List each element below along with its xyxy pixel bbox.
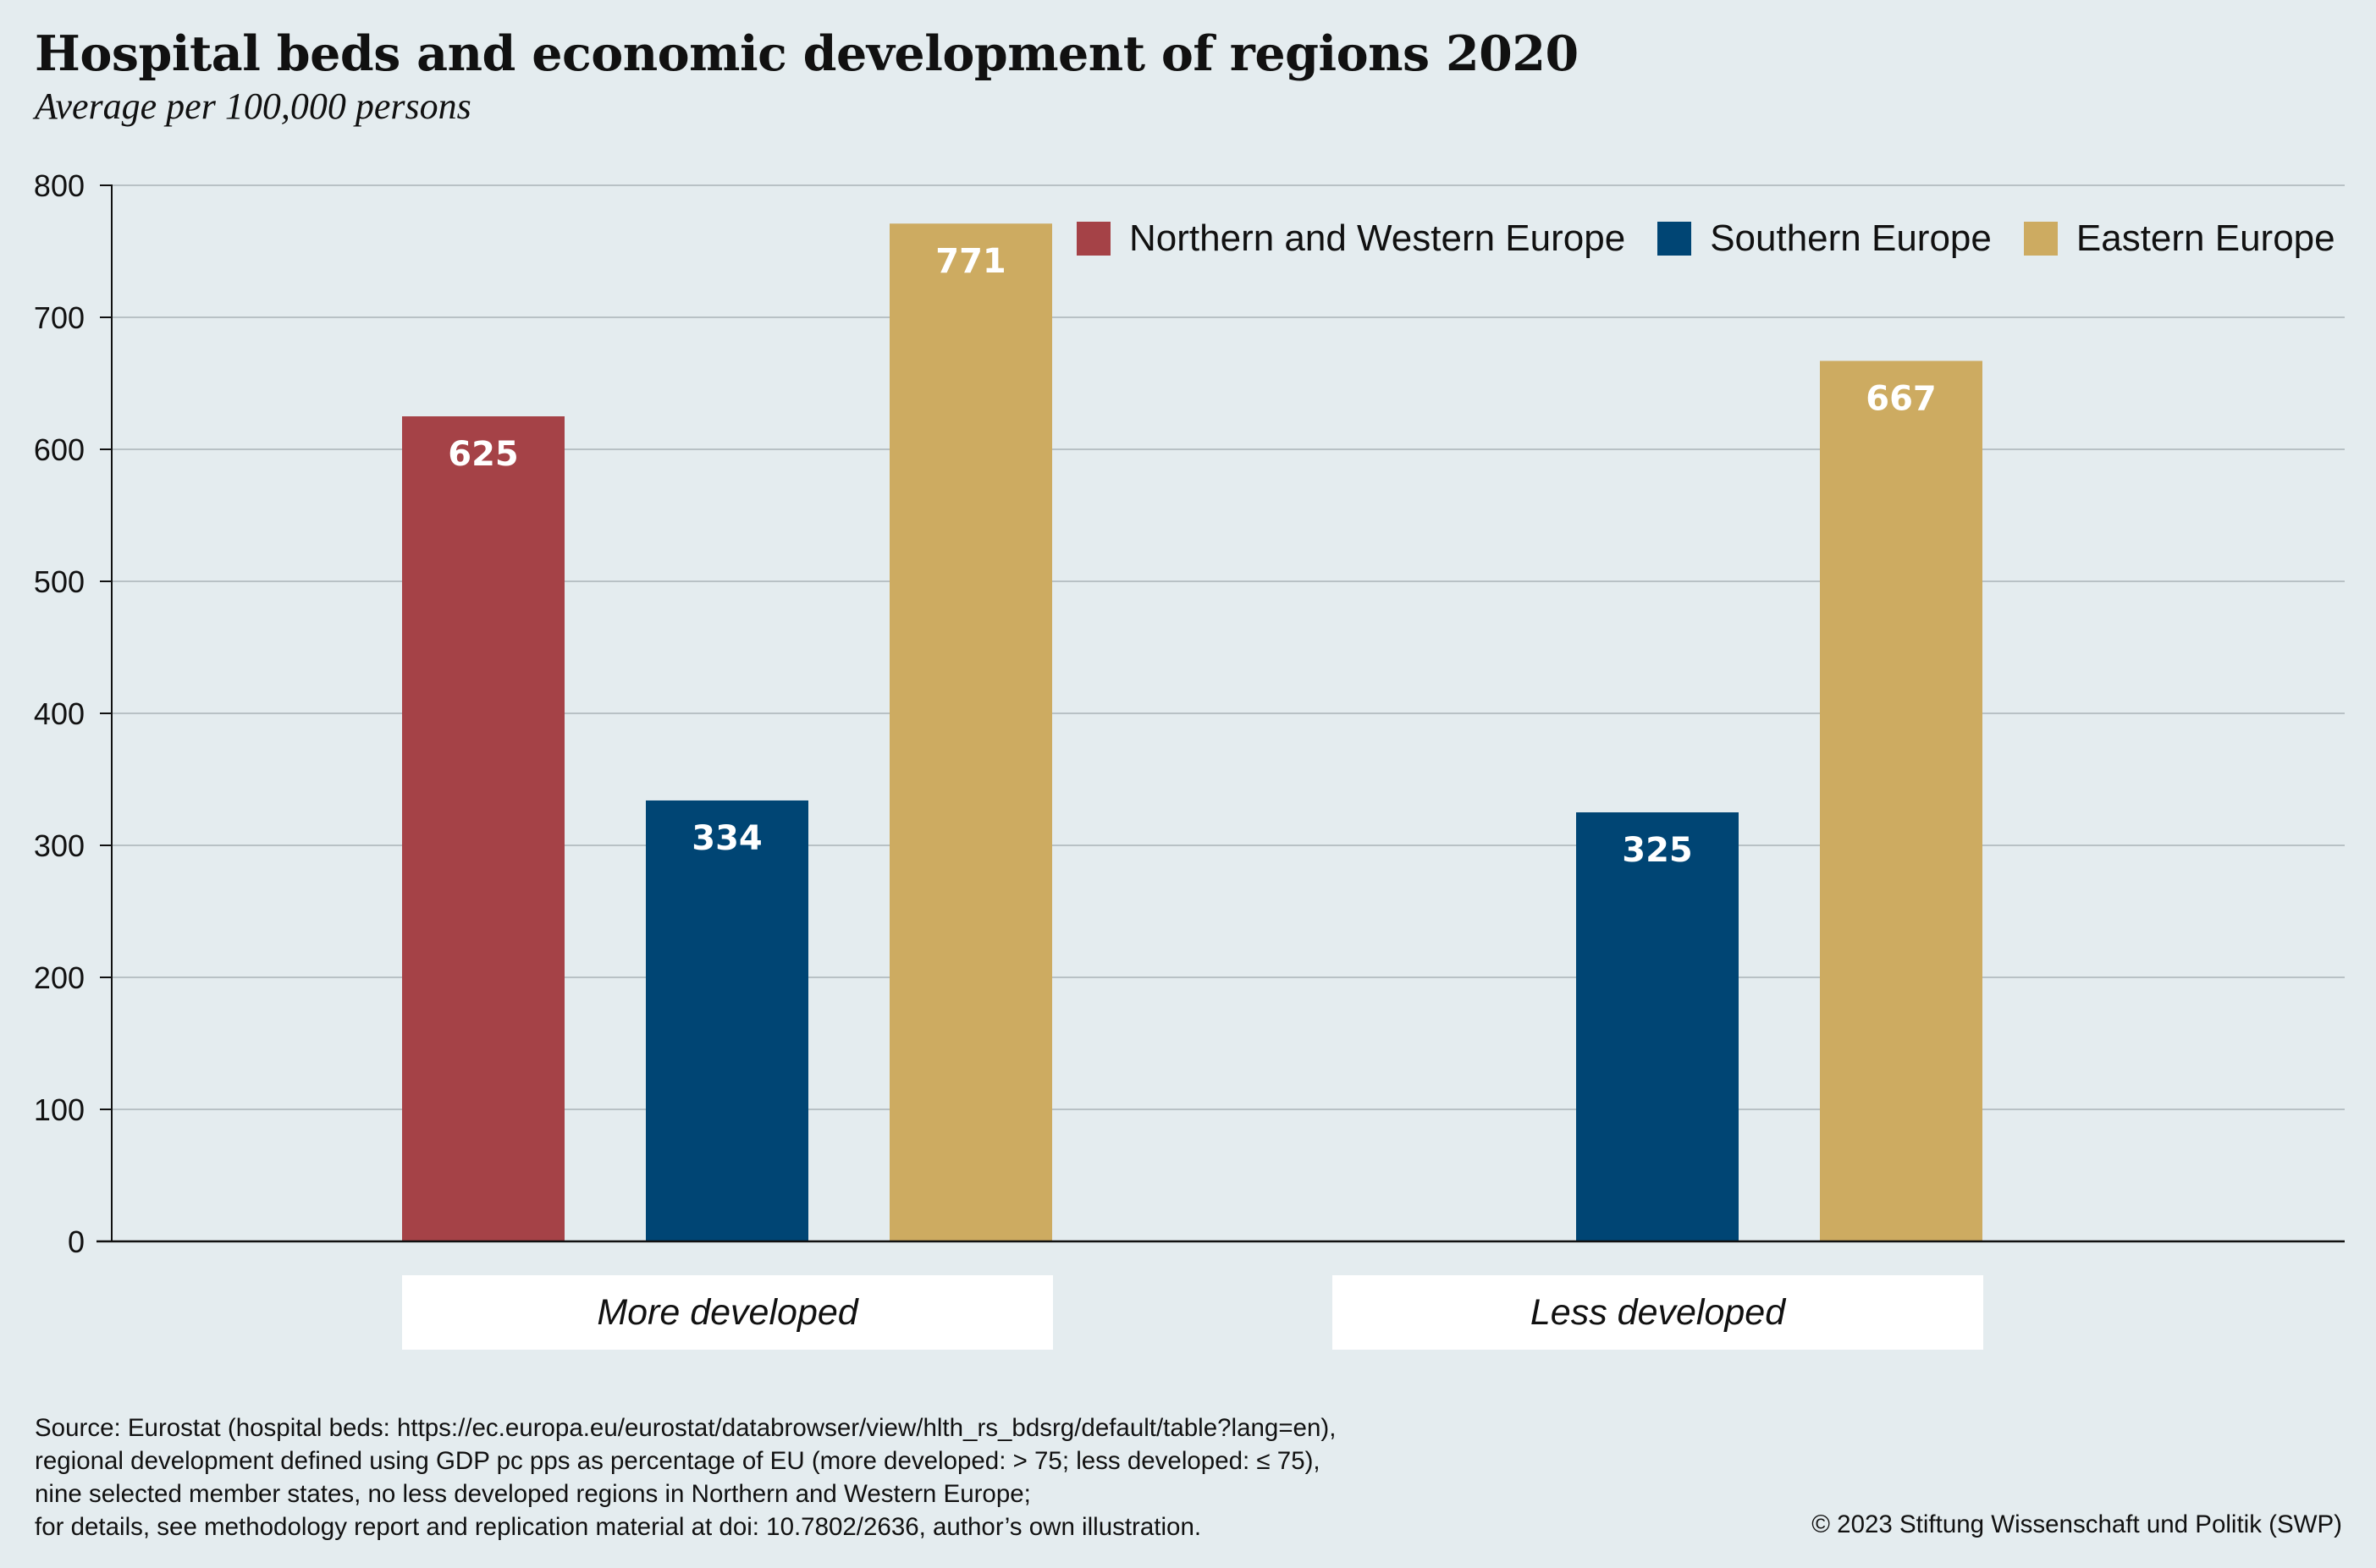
y-tick-label: 800 — [34, 168, 85, 203]
category-label-text: Less developed — [1530, 1291, 1786, 1333]
y-tick-label: 700 — [34, 300, 85, 335]
chart-subtitle: Average per 100,000 persons — [35, 85, 471, 127]
bar-value-label: 625 — [448, 435, 519, 474]
y-axis-ticks: 0 100 200 300 400 500 600 700 800 — [34, 168, 112, 1259]
y-tick-label: 600 — [34, 432, 85, 467]
category-label-less-developed: Less developed — [1332, 1275, 1983, 1350]
legend-item-eastern: Eastern Europe — [2023, 217, 2335, 260]
bar — [890, 223, 1052, 1241]
legend-swatch — [1657, 222, 1692, 256]
source-note: Source: Eurostat (hospital beds: https:/… — [35, 1411, 1336, 1543]
legend-label: Northern and Western Europe — [1129, 217, 1626, 259]
legend-swatch — [2023, 222, 2058, 256]
y-tick-label: 300 — [34, 828, 85, 863]
legend-swatch — [1077, 222, 1111, 256]
category-label-text: More developed — [597, 1291, 858, 1333]
bars — [402, 223, 1982, 1242]
legend-item-southern: Southern Europe — [1657, 217, 1992, 260]
legend-label: Southern Europe — [1710, 217, 1992, 259]
y-tick-label: 0 — [68, 1224, 85, 1259]
bar — [1576, 812, 1739, 1241]
bar-value-label: 334 — [692, 819, 763, 858]
bar — [1820, 360, 1982, 1242]
copyright-note: © 2023 Stiftung Wissenschaft und Politik… — [1811, 1510, 2342, 1538]
source-line: Source: Eurostat (hospital beds: https:/… — [35, 1414, 1337, 1442]
bar-value-label: 325 — [1622, 831, 1693, 870]
source-line: regional development defined using GDP p… — [35, 1447, 1320, 1475]
bar-value-labels: 625 334 771 325 667 — [448, 242, 1937, 870]
y-tick-label: 100 — [34, 1092, 85, 1127]
category-label-more-developed: More developed — [402, 1275, 1053, 1350]
legend-label: Eastern Europe — [2076, 217, 2335, 259]
y-tick-label: 400 — [34, 696, 85, 731]
chart-title: Hospital beds and economic development o… — [35, 25, 1579, 82]
bar-value-label: 667 — [1866, 379, 1937, 418]
source-line: for details, see methodology report and … — [35, 1513, 1202, 1541]
bar-value-label: 771 — [935, 242, 1006, 281]
y-tick-label: 500 — [34, 564, 85, 599]
legend-item-northern-western: Northern and Western Europe — [1077, 217, 1625, 260]
bar — [402, 416, 565, 1241]
legend: Northern and Western Europe Southern Eur… — [1077, 217, 2335, 260]
source-line: nine selected member states, no less dev… — [35, 1480, 1031, 1508]
y-tick-label: 200 — [34, 960, 85, 995]
bar — [646, 800, 808, 1241]
